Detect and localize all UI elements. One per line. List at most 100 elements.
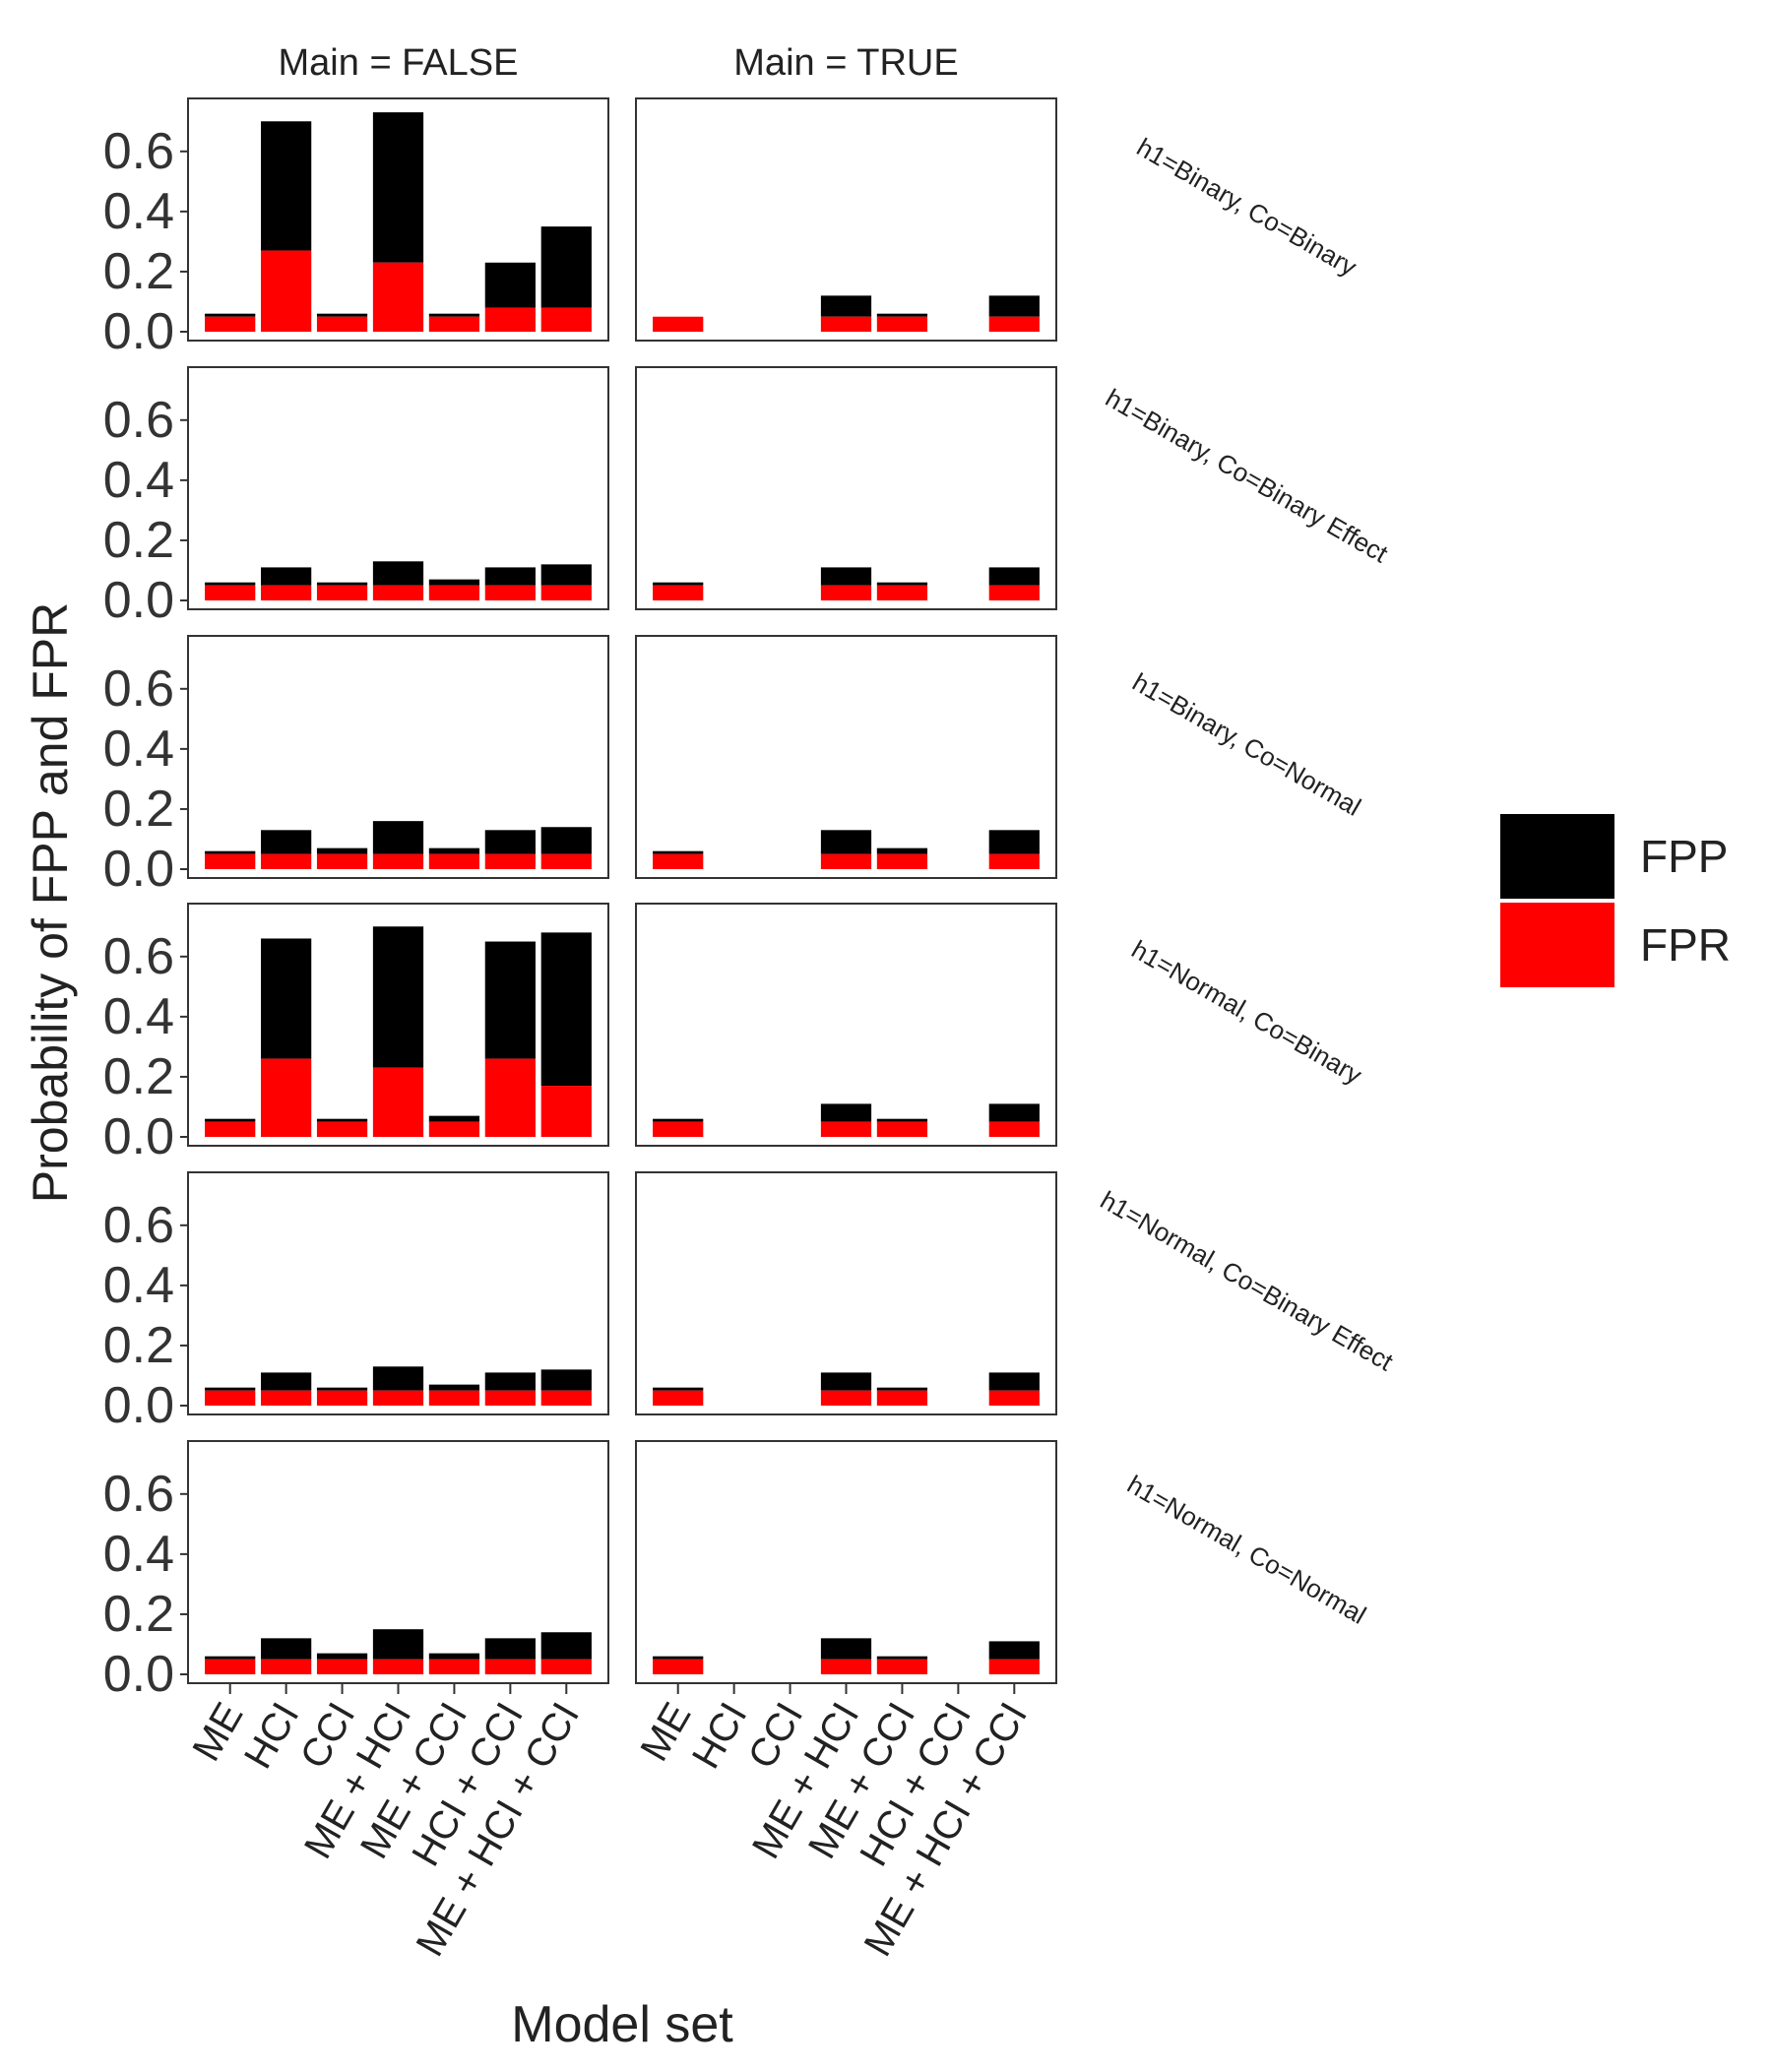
bar-fpr-r4-c1-6 bbox=[988, 1390, 1040, 1406]
bar-fpr-r1-c0-5 bbox=[484, 585, 536, 600]
y-tick-label-r0-2: 0.4 bbox=[103, 183, 174, 240]
bar-fpr-r4-c0-3 bbox=[372, 1390, 424, 1406]
legend-label-fpr: FPR bbox=[1640, 919, 1731, 971]
y-tick-label-r5-1: 0.2 bbox=[103, 1586, 174, 1643]
bar-fpp-r1-c1-4 bbox=[876, 582, 928, 586]
bar-fpp-r5-c0-1 bbox=[261, 1638, 312, 1660]
bar-fpr-r5-c0-6 bbox=[540, 1659, 592, 1674]
bar-fpp-r1-c0-5 bbox=[484, 567, 536, 586]
bar-fpp-r2-c1-0 bbox=[653, 850, 704, 854]
row-facet-label-5: h1=Normal, Co=Normal bbox=[1122, 1470, 1371, 1630]
bar-fpr-r0-c1-4 bbox=[876, 316, 928, 332]
bar-fpr-r0-c1-6 bbox=[988, 316, 1040, 332]
bar-fpr-r3-c1-3 bbox=[820, 1121, 872, 1137]
bar-fpr-r4-c0-6 bbox=[540, 1390, 592, 1406]
bar-fpr-r2-c0-4 bbox=[428, 853, 480, 869]
column-facet-label-1: Main = TRUE bbox=[733, 42, 958, 84]
bar-fpr-r4-c1-0 bbox=[653, 1390, 704, 1406]
y-tick-label-r4-1: 0.2 bbox=[103, 1317, 174, 1374]
y-tick-label-r2-0: 0.0 bbox=[103, 841, 174, 898]
bar-fpp-r1-c0-0 bbox=[205, 582, 256, 586]
bar-fpr-r2-c0-5 bbox=[484, 853, 536, 869]
bar-fpp-r0-c0-4 bbox=[428, 313, 480, 317]
bar-fpr-r4-c1-3 bbox=[820, 1390, 872, 1406]
bar-fpp-r3-c1-4 bbox=[876, 1118, 928, 1122]
bar-fpr-r2-c1-4 bbox=[876, 853, 928, 869]
bar-fpp-r4-c0-3 bbox=[372, 1366, 424, 1391]
y-tick-label-r1-2: 0.4 bbox=[103, 452, 174, 509]
bar-fpp-r4-c1-6 bbox=[988, 1372, 1040, 1391]
bar-fpr-r3-c1-6 bbox=[988, 1121, 1040, 1137]
bar-fpr-r1-c1-0 bbox=[653, 585, 704, 600]
bar-fpp-r0-c1-3 bbox=[820, 295, 872, 317]
bar-fpr-r0-c0-5 bbox=[484, 307, 536, 332]
bar-fpp-r1-c0-4 bbox=[428, 579, 480, 586]
bar-fpp-r2-c0-6 bbox=[540, 827, 592, 854]
bar-fpp-r1-c1-3 bbox=[820, 567, 872, 586]
bar-fpr-r3-c1-4 bbox=[876, 1121, 928, 1137]
bar-fpp-r0-c0-6 bbox=[540, 226, 592, 308]
bar-fpr-r2-c0-0 bbox=[205, 853, 256, 869]
bar-fpr-r1-c1-3 bbox=[820, 585, 872, 600]
bar-fpp-r3-c0-2 bbox=[316, 1118, 368, 1122]
bar-fpp-r4-c1-0 bbox=[653, 1387, 704, 1391]
bar-fpr-r0-c0-4 bbox=[428, 316, 480, 332]
bar-fpr-r4-c1-4 bbox=[876, 1390, 928, 1406]
y-tick-label-r0-3: 0.6 bbox=[103, 123, 174, 180]
bar-fpp-r2-c0-5 bbox=[484, 830, 536, 854]
bar-fpr-r2-c0-2 bbox=[316, 853, 368, 869]
bar-fpr-r1-c0-1 bbox=[261, 585, 312, 600]
x-axis-title: Model set bbox=[511, 1996, 733, 2053]
bar-fpr-r3-c0-4 bbox=[428, 1121, 480, 1137]
bar-fpp-r4-c0-0 bbox=[205, 1387, 256, 1391]
bar-fpr-r3-c0-0 bbox=[205, 1121, 256, 1137]
bar-fpp-r2-c1-4 bbox=[876, 848, 928, 854]
bar-fpr-r1-c1-4 bbox=[876, 585, 928, 600]
bar-fpp-r4-c1-4 bbox=[876, 1387, 928, 1391]
bar-fpp-r4-c0-4 bbox=[428, 1384, 480, 1391]
bar-fpr-r5-c0-4 bbox=[428, 1659, 480, 1674]
y-tick-label-r5-2: 0.4 bbox=[103, 1526, 174, 1583]
y-tick-label-r2-2: 0.4 bbox=[103, 721, 174, 778]
bar-fpp-r4-c0-5 bbox=[484, 1372, 536, 1391]
y-tick-label-r4-2: 0.4 bbox=[103, 1257, 174, 1314]
y-tick-label-r3-0: 0.0 bbox=[103, 1108, 174, 1165]
bar-fpp-r3-c0-0 bbox=[205, 1118, 256, 1122]
bar-fpp-r1-c0-6 bbox=[540, 564, 592, 586]
legend-label-fpp: FPP bbox=[1640, 831, 1728, 882]
bar-fpr-r2-c0-3 bbox=[372, 853, 424, 869]
bar-fpp-r2-c0-3 bbox=[372, 821, 424, 854]
bar-fpp-r3-c1-6 bbox=[988, 1103, 1040, 1122]
bar-fpr-r0-c1-0 bbox=[653, 316, 704, 332]
bar-fpr-r5-c0-2 bbox=[316, 1659, 368, 1674]
bar-fpr-r3-c0-2 bbox=[316, 1121, 368, 1137]
bar-fpp-r0-c0-3 bbox=[372, 112, 424, 263]
bar-fpp-r3-c0-4 bbox=[428, 1115, 480, 1122]
bar-fpr-r3-c0-1 bbox=[261, 1058, 312, 1137]
bar-fpp-r5-c1-0 bbox=[653, 1656, 704, 1660]
bar-fpp-r3-c0-1 bbox=[261, 938, 312, 1059]
bar-fpp-r4-c0-2 bbox=[316, 1387, 368, 1391]
bar-fpp-r0-c0-1 bbox=[261, 121, 312, 251]
x-tick-label-c0-1: HCI bbox=[236, 1696, 308, 1777]
bar-fpp-r1-c0-2 bbox=[316, 582, 368, 586]
bar-fpp-r1-c1-6 bbox=[988, 567, 1040, 586]
bar-fpp-r5-c0-4 bbox=[428, 1653, 480, 1660]
bar-fpp-r2-c0-4 bbox=[428, 848, 480, 854]
row-facet-label-4: h1=Normal, Co=Binary Effect bbox=[1096, 1185, 1399, 1377]
y-tick-label-r3-1: 0.2 bbox=[103, 1048, 174, 1105]
bar-fpr-r4-c0-1 bbox=[261, 1390, 312, 1406]
bar-fpp-r0-c0-0 bbox=[205, 313, 256, 317]
bar-fpp-r5-c1-3 bbox=[820, 1638, 872, 1660]
bar-fpr-r1-c1-6 bbox=[988, 585, 1040, 600]
legend-swatch-fpp bbox=[1500, 814, 1614, 899]
bar-fpp-r0-c0-5 bbox=[484, 262, 536, 308]
bar-fpr-r3-c0-5 bbox=[484, 1058, 536, 1137]
bar-fpr-r5-c0-0 bbox=[205, 1659, 256, 1674]
bar-fpr-r4-c0-2 bbox=[316, 1390, 368, 1406]
bar-fpp-r5-c1-6 bbox=[988, 1641, 1040, 1660]
bar-fpp-r0-c1-4 bbox=[876, 313, 928, 317]
bar-fpp-r1-c1-0 bbox=[653, 582, 704, 586]
